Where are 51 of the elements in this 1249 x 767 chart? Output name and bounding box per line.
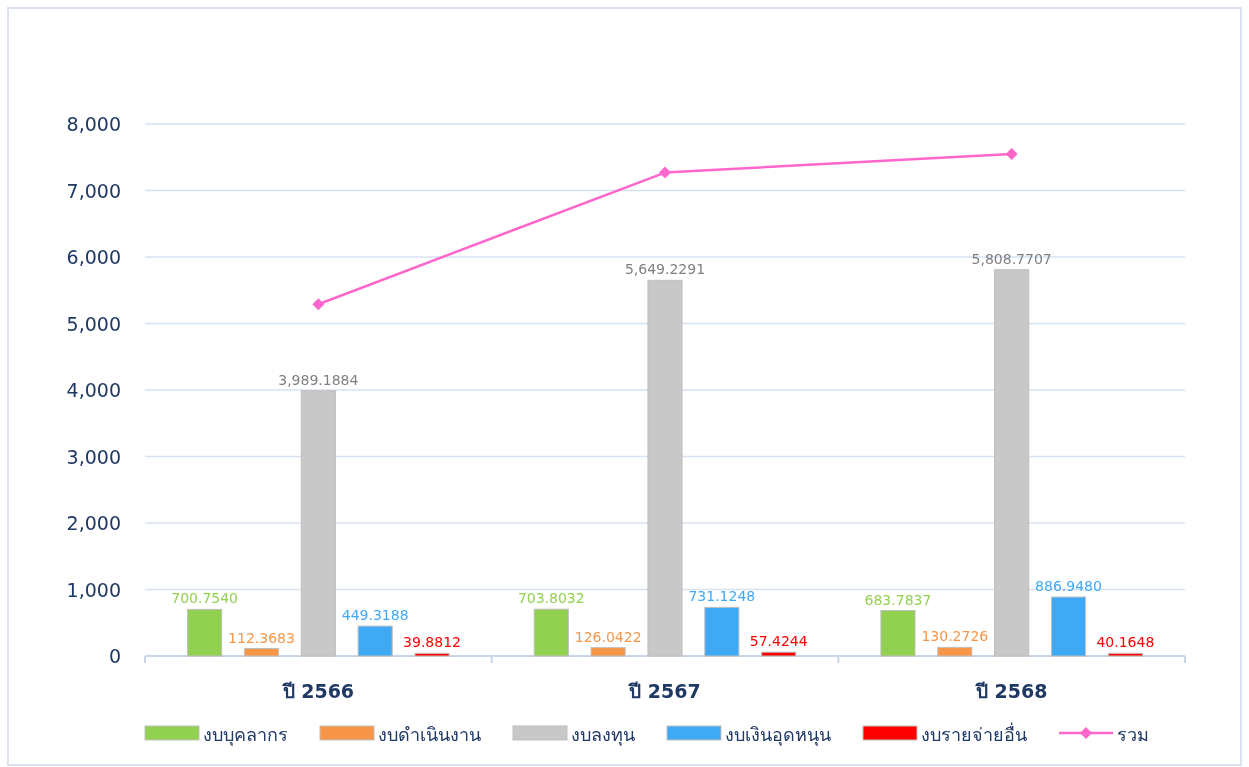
y-tick-label: 5,000 (66, 312, 121, 335)
bar (300, 390, 336, 657)
data-label: 57.4244 (749, 633, 808, 650)
data-label: 126.0422 (574, 628, 642, 645)
data-label: 700.7540 (171, 590, 239, 607)
legend-label: งบบุคลากร (203, 724, 288, 746)
legend-label: งบรายจ่ายอื่น (921, 722, 1027, 745)
point (312, 298, 325, 311)
bar (1107, 652, 1143, 657)
legend-label: รวม (1117, 724, 1149, 745)
data-label: 731.1248 (688, 588, 756, 605)
bar (937, 646, 973, 657)
bar (187, 608, 223, 657)
data-label: 703.8032 (517, 590, 585, 607)
y-tick-label: 3,000 (66, 445, 121, 468)
data-label: 683.7837 (864, 591, 932, 608)
bar (761, 651, 797, 657)
y-tick-label: 4,000 (66, 379, 121, 401)
y-tick-label: 2,000 (66, 512, 121, 534)
legend-label: งบดำเนินงาน (378, 724, 481, 745)
legend-label: งบเงินอุดหนุน (725, 724, 831, 746)
y-tick-label: 6,000 (66, 246, 121, 268)
data-label: 5,649.2291 (624, 261, 706, 278)
y-tick-label: 7,000 (66, 179, 121, 202)
bar (590, 647, 626, 657)
bar (704, 606, 740, 657)
bar (414, 652, 450, 657)
data-label: 40.1648 (1096, 634, 1155, 651)
bar (533, 608, 569, 657)
data-label: 130.2726 (921, 628, 989, 645)
x-tick-label: ปี 2567 (628, 680, 701, 702)
data-label: 3,989.1884 (278, 371, 359, 388)
data-label: 112.3683 (228, 629, 295, 646)
point (659, 166, 671, 179)
y-tick-label: 8,000 (66, 113, 121, 135)
data-label: 449.3188 (341, 607, 409, 624)
data-label: 39.8812 (403, 634, 461, 651)
point (1005, 147, 1018, 160)
bar (647, 279, 683, 657)
data-label: 5,808.7707 (971, 250, 1052, 267)
x-tick-label: ปี 2568 (974, 680, 1048, 702)
y-tick-label: 1,000 (66, 578, 121, 601)
x-tick-label: ปี 2566 (281, 680, 355, 702)
y-tick-label: 0 (108, 645, 121, 667)
legend-label: งบลงทุน (571, 724, 635, 746)
bar (243, 648, 280, 657)
bar (880, 610, 916, 657)
bar (1050, 596, 1087, 657)
bar (357, 625, 393, 657)
data-label: 886.9480 (1035, 578, 1102, 595)
bar (994, 269, 1030, 657)
